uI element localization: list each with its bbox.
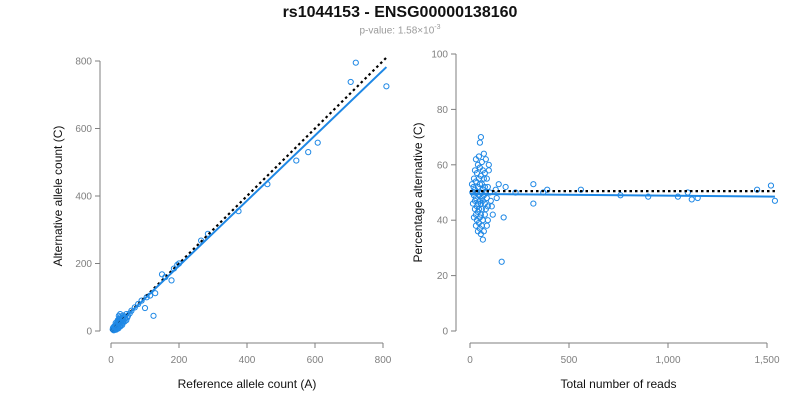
y-tick-label: 600 (75, 124, 92, 135)
data-point (482, 206, 489, 213)
data-point (495, 181, 502, 188)
data-point (119, 321, 126, 329)
subtitle-exponent: -3 (434, 24, 441, 31)
data-point (479, 236, 486, 243)
data-point (688, 196, 695, 203)
x-axis-title: Reference allele count (A) (178, 377, 317, 391)
data-point (305, 149, 312, 156)
data-point (530, 181, 537, 188)
chart-subtitle: p-value: 1.58×10-3 (0, 24, 800, 36)
fit-line (469, 192, 775, 198)
subtitle-text: p-value: 1.58×10 (359, 25, 435, 37)
x-tick-label: 1,500 (754, 355, 779, 366)
data-point (488, 203, 495, 210)
data-point (383, 83, 390, 90)
data-point (754, 186, 761, 193)
x-tick-label: 1,000 (655, 355, 680, 366)
y-tick-label: 60 (437, 160, 449, 171)
data-point (498, 258, 505, 265)
data-point (131, 304, 138, 311)
data-point (469, 200, 477, 207)
data-point (347, 78, 354, 86)
x-axis-title: Total number of reads (560, 377, 676, 391)
data-point (645, 193, 652, 200)
data-point (771, 197, 779, 204)
data-point (141, 304, 149, 312)
data-point (474, 228, 482, 235)
x-tick-label: 400 (239, 355, 256, 366)
data-point (500, 214, 507, 221)
data-point (493, 194, 500, 202)
data-point (138, 297, 145, 304)
data-point (502, 183, 509, 191)
data-point (480, 150, 487, 157)
data-point (135, 300, 142, 308)
y-tick-label: 800 (75, 57, 92, 68)
data-point (168, 277, 175, 284)
data-point (204, 230, 211, 237)
data-point (530, 200, 537, 207)
data-point (152, 290, 159, 297)
data-point (198, 237, 205, 244)
data-point (484, 217, 491, 224)
data-point (483, 175, 490, 182)
data-point (158, 271, 166, 278)
data-point (481, 211, 488, 218)
data-point (577, 186, 584, 193)
data-point (485, 161, 492, 168)
x-tick-label: 0 (108, 355, 114, 366)
data-point (471, 206, 479, 213)
x-tick-label: 600 (307, 355, 324, 366)
data-point (471, 167, 479, 174)
data-point (489, 211, 496, 218)
data-point (483, 222, 490, 229)
y-tick-label: 20 (437, 271, 449, 282)
y-axis-title: Percentage alternative (C) (411, 122, 425, 262)
data-point (293, 157, 300, 164)
x-tick-label: 200 (171, 355, 188, 366)
data-point (352, 59, 359, 66)
data-point (468, 181, 476, 188)
data-point (470, 175, 478, 182)
y-tick-label: 200 (75, 259, 92, 270)
data-point (486, 189, 493, 196)
y-tick-label: 100 (431, 50, 448, 61)
data-point (477, 134, 484, 141)
x-tick-label: 500 (561, 355, 578, 366)
data-point (150, 312, 157, 319)
data-point (484, 183, 491, 191)
x-tick-label: 800 (375, 355, 392, 366)
chart-title: rs1044153 - ENSG00000138160 (282, 4, 518, 21)
left-panel: 0 200 400 600 800 0 200 400 600 800 Reference alle… (51, 57, 392, 392)
data-point (476, 139, 483, 146)
y-axis-title: Alternative allele count (C) (51, 126, 65, 267)
y-tick-label: 0 (442, 327, 448, 338)
data-point (472, 222, 480, 229)
y-tick-label: 40 (437, 216, 449, 227)
y-tick-label: 80 (437, 105, 449, 116)
data-point (314, 139, 321, 146)
data-point (470, 214, 478, 221)
data-point (767, 182, 775, 189)
data-point (474, 161, 482, 168)
data-point (469, 189, 476, 196)
reference-line (110, 56, 388, 332)
data-point (492, 186, 499, 193)
data-point (114, 317, 121, 324)
data-point (472, 156, 480, 163)
y-tick-label: 400 (75, 192, 92, 203)
x-tick-label: 0 (467, 355, 473, 366)
right-panel: 0 20 40 60 80 100 0 500 1,000 1,500 Total number o… (411, 50, 780, 392)
fit-line (110, 66, 388, 332)
y-tick-label: 0 (86, 327, 92, 338)
